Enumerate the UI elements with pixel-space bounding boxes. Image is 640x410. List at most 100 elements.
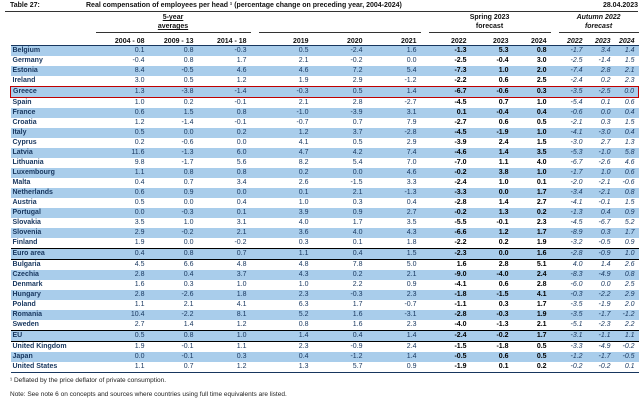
table-row: Slovakia 3.5 1.0 3.1 4.0 1.7 3.5 -5.5 -0.1 2.3 -4.…: [11, 218, 639, 228]
value-cell: 0.4: [312, 330, 367, 342]
value-cell: -4.0: [470, 270, 513, 280]
value-cell: -1.2: [558, 352, 587, 362]
col-autumn-2022: 2022: [558, 32, 587, 46]
value-cell: 3.7: [197, 270, 251, 280]
value-cell: 0.6: [498, 77, 509, 84]
table-row: Bulgaria 4.5 6.6 4.8 4.8 7.8 5.0 1.6 2.8 5.1 4.0 1.…: [11, 259, 639, 270]
value-cell: -2.4: [428, 330, 471, 342]
table-title: Real compensation of employees per head …: [86, 2, 402, 9]
value-cell: -1.3: [428, 45, 471, 56]
value-cell: -0.3: [258, 86, 313, 98]
value-cell: 0.2: [197, 128, 251, 138]
value-cell: 1.7: [512, 228, 551, 238]
col-spring-2024: 2024: [512, 32, 551, 46]
value-cell: -2.5: [454, 57, 467, 64]
table-row: Italy 0.5 0.0 0.2 1.2 3.7 -2.8 -4.5 -1.9 1.0 -4.1-…: [10, 128, 639, 138]
value-cell: 1.0: [498, 179, 509, 186]
column-gap: [550, 270, 559, 280]
value-cell: -2.0: [570, 179, 583, 186]
value-cell: 2.4: [406, 343, 417, 350]
value-cell: 4.1: [236, 301, 247, 308]
column-gap: [420, 45, 429, 56]
value-cell: 4.1: [298, 139, 309, 146]
value-cell: -1.0: [586, 148, 615, 158]
value-cell: -3.5: [558, 86, 587, 98]
value-cell: 1.8: [406, 239, 417, 246]
value-cell: 0.0: [312, 168, 367, 178]
value-cell: 0.1: [258, 188, 313, 198]
value-cell: 1.5: [366, 248, 421, 260]
value-cell: 1.1: [614, 330, 639, 342]
value-cell: -1.3: [148, 148, 198, 158]
value-cell: -4.5: [428, 128, 471, 138]
value-cell: 1.0: [512, 168, 551, 178]
value-cell: 1.7: [536, 301, 547, 308]
column-gap: [420, 168, 429, 178]
value-cell: 1.4: [366, 86, 421, 98]
value-cell: 0.6: [614, 168, 639, 178]
column-gap: [550, 259, 559, 270]
column-gap: [420, 56, 429, 66]
value-cell: 7.4: [366, 148, 421, 158]
column-gap: [420, 198, 429, 208]
value-cell: -4.1: [570, 199, 583, 206]
value-cell: -0.6: [181, 139, 194, 146]
value-cell: 3.9: [258, 208, 313, 218]
country-cell: Luxembourg: [10, 168, 96, 178]
value-cell: -0.5: [428, 352, 471, 362]
value-cell: 5.7: [312, 362, 367, 373]
table-row: Japan 0.0 -0.1 0.3 0.4 -1.2 1.4 -0.5 0.6 0.5 -1.2-…: [10, 352, 639, 362]
value-cell: 2.4: [498, 139, 509, 146]
value-cell: 4.3: [366, 228, 421, 238]
value-cell: -2.7: [404, 99, 417, 106]
value-cell: 0.2: [600, 77, 611, 84]
value-cell: 0.7: [197, 248, 251, 260]
value-cell: 1.1: [236, 343, 247, 350]
value-cell: 5.6: [236, 159, 247, 166]
column-gap: [550, 330, 559, 342]
value-cell: -0.3: [470, 310, 513, 320]
value-cell: 0.1: [428, 108, 471, 118]
value-cell: -0.1: [181, 343, 194, 350]
table-row: Hungary 2.8 -2.6 1.8 2.3 -0.3 2.3 -1.8 -1.5 4.1 -0…: [10, 290, 639, 300]
column-gap: [250, 158, 259, 168]
column-gap: [550, 208, 559, 218]
column-gap: [420, 270, 429, 280]
value-cell: 5.2: [258, 310, 313, 320]
value-cell: 2.7: [134, 321, 145, 328]
value-cell: 2.3: [624, 77, 635, 84]
value-cell: -0.3: [558, 290, 587, 300]
column-gap: [550, 138, 559, 148]
value-cell: -7.0: [454, 159, 467, 166]
value-cell: -1.7: [558, 168, 587, 178]
column-gap: [250, 218, 259, 228]
column-gap: [420, 362, 429, 373]
column-gap: [550, 86, 559, 98]
value-cell: 0.5: [352, 139, 363, 146]
country-cell: Finland: [12, 239, 38, 246]
column-gap: [550, 362, 559, 373]
value-cell: 2.5: [536, 77, 547, 84]
value-cell: -0.9: [586, 248, 615, 260]
value-cell: 4.1: [512, 290, 551, 300]
value-cell: 1.7: [352, 301, 363, 308]
value-cell: 1.5: [148, 108, 198, 118]
group-5year-averages: 5-year averages: [95, 13, 251, 33]
value-cell: 1.6: [352, 321, 363, 328]
value-cell: 7.9: [406, 119, 417, 126]
value-cell: 0.9: [614, 208, 639, 218]
value-cell: 1.4: [614, 45, 639, 56]
value-cell: -1.9: [470, 128, 513, 138]
column-gap: [250, 45, 259, 56]
country-cell: Slovenia: [10, 228, 96, 238]
value-cell: 0.4: [134, 179, 145, 186]
value-cell: 0.5: [183, 77, 194, 84]
value-cell: 0.2: [512, 362, 551, 373]
country-cell: Bulgaria: [12, 261, 41, 268]
column-gap: [420, 178, 429, 188]
column-gap: [250, 330, 259, 342]
value-cell: 0.8: [298, 321, 309, 328]
value-cell: 0.4: [148, 270, 198, 280]
value-cell: 0.0: [197, 188, 251, 198]
